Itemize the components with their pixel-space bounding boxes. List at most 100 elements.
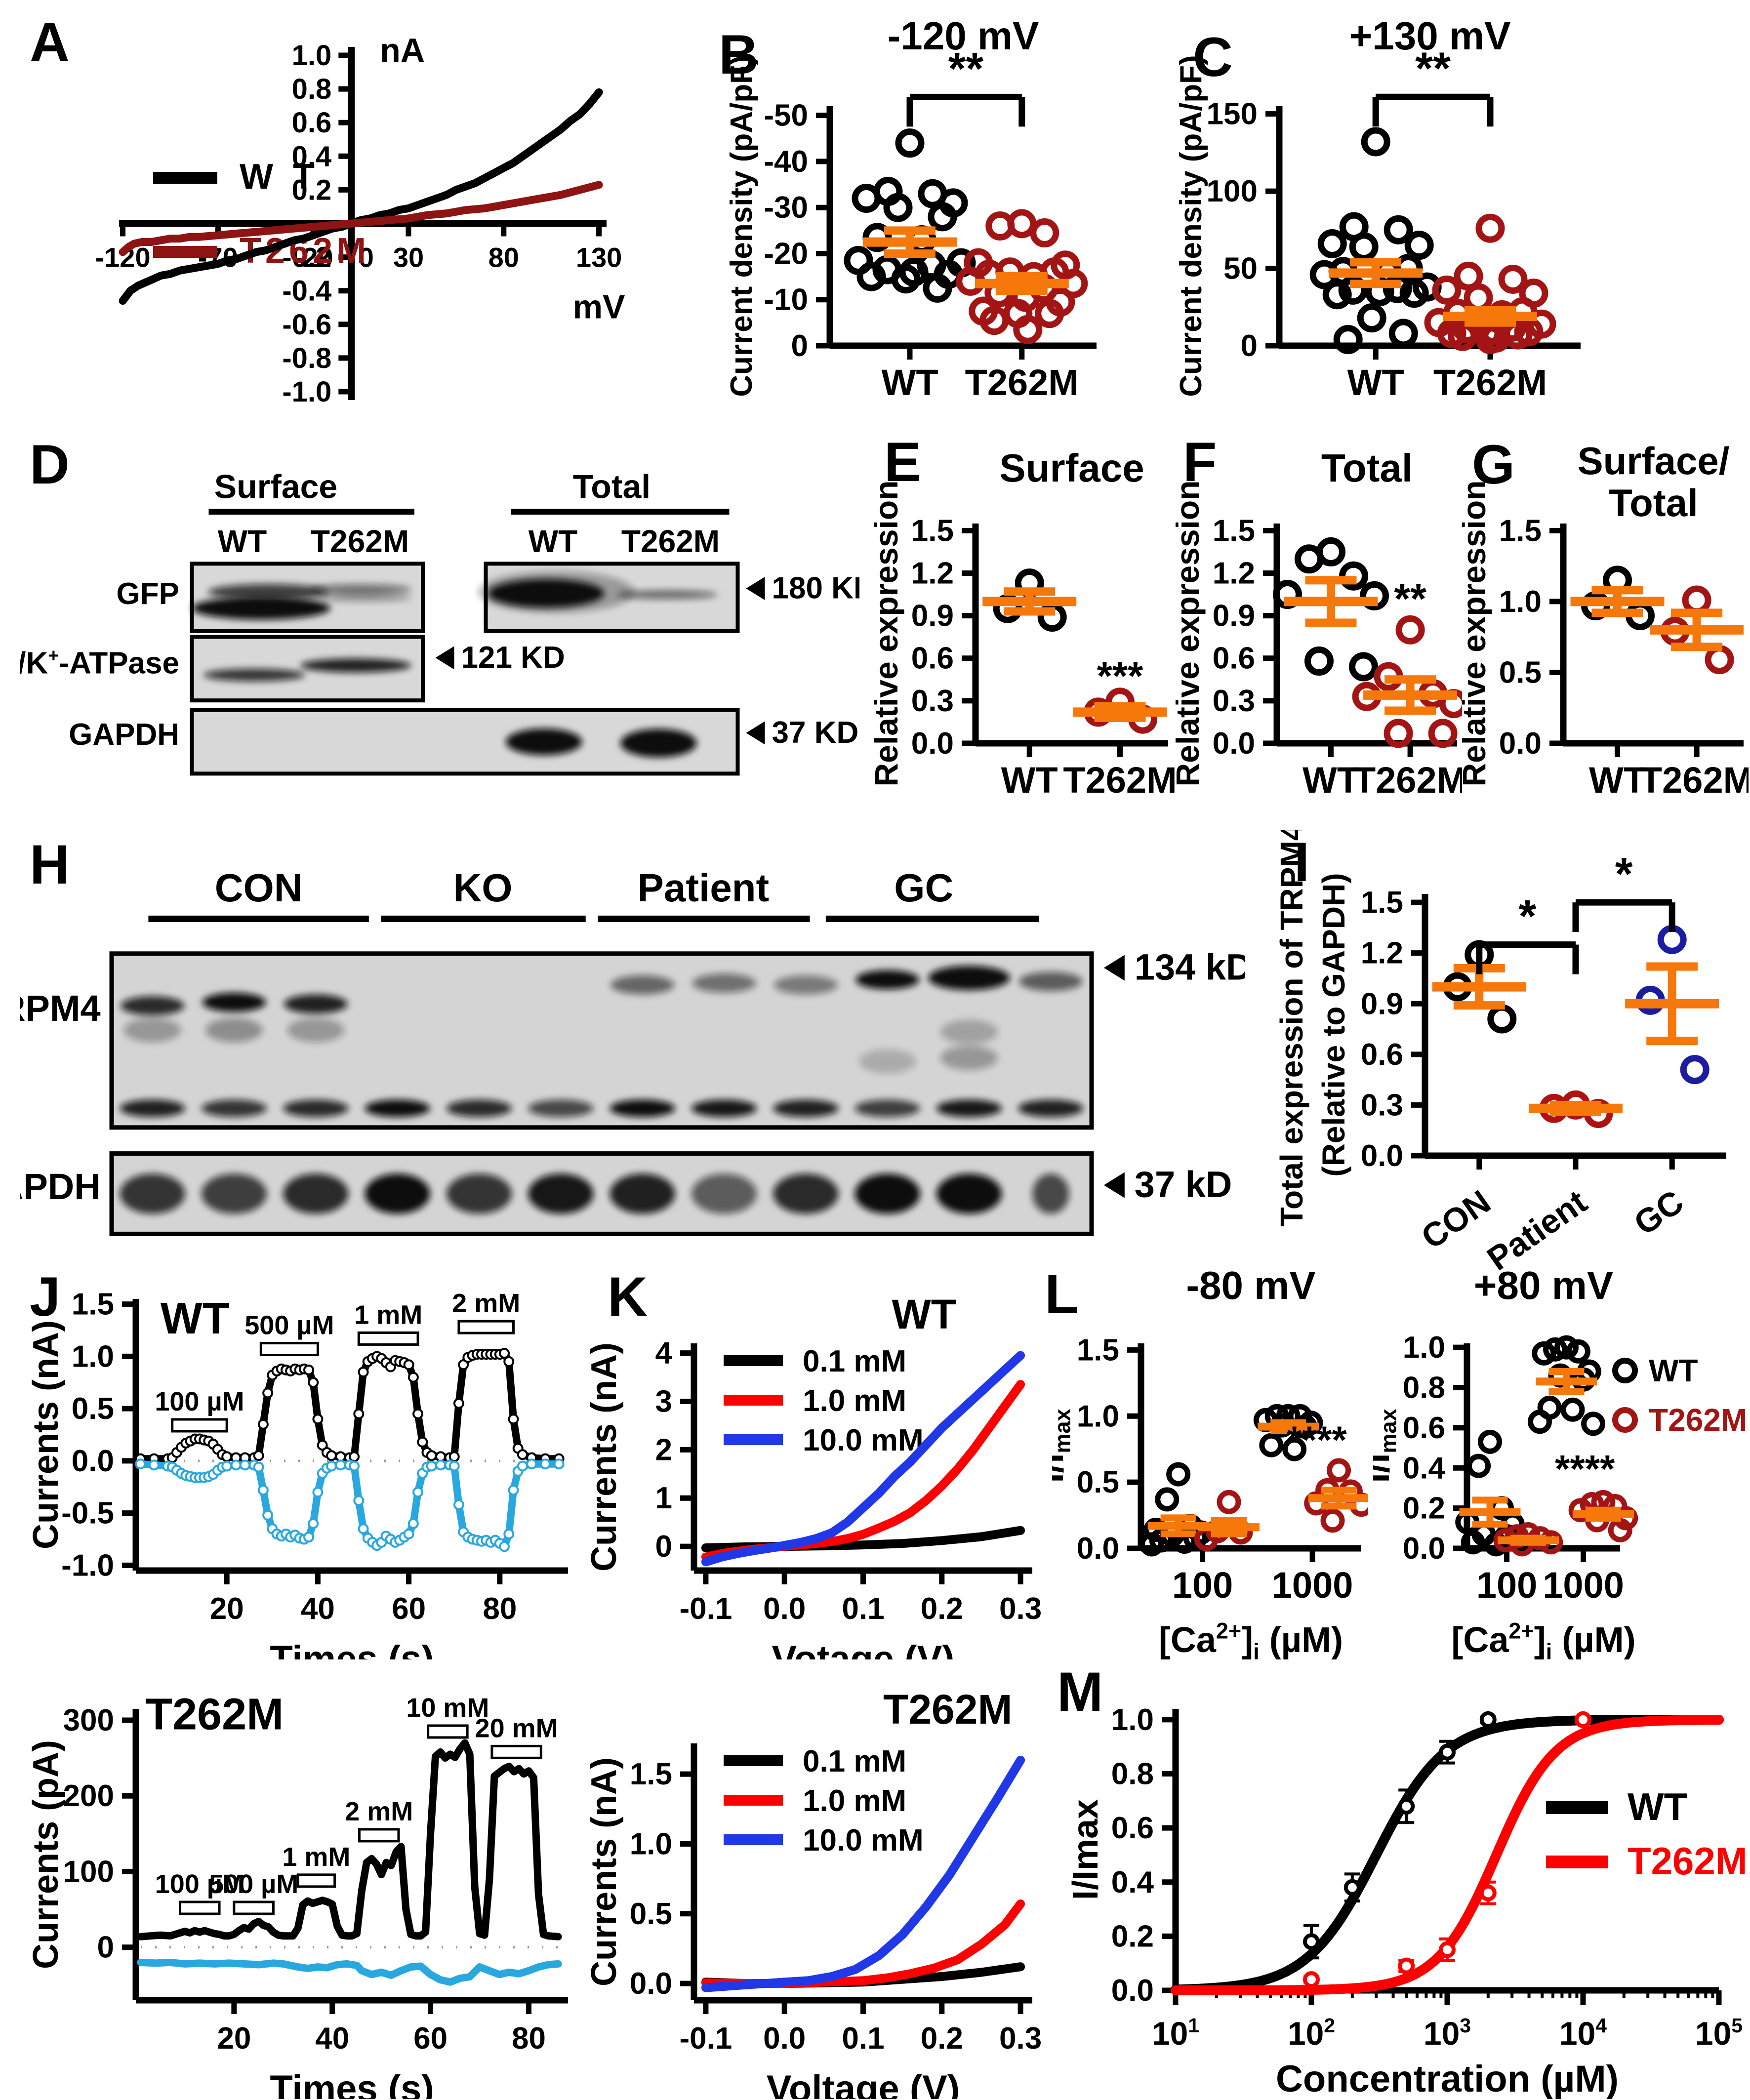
- svg-text:TRPM4: TRPM4: [20, 988, 101, 1029]
- svg-text:0.2: 0.2: [292, 174, 332, 206]
- svg-text:500 µM: 500 µM: [209, 1869, 298, 1899]
- svg-text:100: 100: [63, 1855, 114, 1889]
- svg-text:121 KD: 121 KD: [461, 641, 565, 675]
- panel-l-letter: L: [1045, 1263, 1079, 1325]
- panel-f-letter: F: [1183, 431, 1217, 493]
- panel-b: B 0 -10 -20 -30 -40 -50 Current density (pA/pF…: [706, 12, 1116, 430]
- svg-text:100: 100: [1172, 1565, 1233, 1606]
- panel-d: D Surface Total WT T262M WT T262M GFP 180 KD Na+…: [20, 435, 859, 820]
- panel-e-letter: E: [884, 431, 921, 493]
- panel-h-western-blot: CON KO Patient GC TRPM4 134 kD GAPDH 37 kD: [20, 866, 1245, 1236]
- svg-text:0.6: 0.6: [1361, 1038, 1403, 1072]
- svg-text:0.0: 0.0: [1111, 1974, 1154, 2008]
- svg-text:1000: 1000: [1543, 1565, 1624, 1606]
- svg-text:30: 30: [393, 242, 424, 273]
- svg-text:****: ****: [1287, 1418, 1347, 1461]
- svg-text:T262M: T262M: [1640, 760, 1749, 801]
- svg-text:1.0: 1.0: [630, 1827, 672, 1861]
- panel-e: E 0.0 0.3 0.6 0.9 1.2 1.5 Relative expression W…: [869, 435, 1176, 830]
- svg-text:WT: WT: [161, 1294, 230, 1343]
- svg-text:T262M: T262M: [1063, 760, 1176, 801]
- svg-text:T262M: T262M: [621, 524, 720, 559]
- svg-text:0.2: 0.2: [1403, 1492, 1445, 1526]
- svg-text:0.0: 0.0: [911, 727, 954, 761]
- svg-text:1.0: 1.0: [72, 1339, 114, 1373]
- panel-j-t262m: 0 100 200 300 Currents (pA) 20 40 60 80 Times (s)…: [20, 1659, 578, 2099]
- svg-text:1.5: 1.5: [1213, 514, 1255, 548]
- svg-text:0.3: 0.3: [999, 1592, 1042, 1626]
- svg-text:2 mM: 2 mM: [345, 1797, 413, 1826]
- svg-text:T262M: T262M: [1649, 1402, 1747, 1438]
- svg-text:I/Imax: I/Imax: [1066, 1799, 1105, 1900]
- svg-text:T262M: T262M: [1628, 1839, 1748, 1883]
- svg-text:0.0: 0.0: [630, 1967, 672, 2001]
- svg-text:mV: mV: [573, 288, 625, 326]
- svg-text:GAPDH: GAPDH: [20, 1166, 101, 1207]
- svg-text:0.2: 0.2: [921, 1592, 963, 1626]
- svg-text:1.0: 1.0: [1111, 1703, 1154, 1737]
- svg-text:-30: -30: [764, 191, 808, 225]
- svg-text:Currents (pA): Currents (pA): [26, 1740, 66, 1969]
- svg-text:Surface: Surface: [214, 468, 337, 506]
- svg-text:1 mM: 1 mM: [354, 1300, 422, 1330]
- svg-text:0.0: 0.0: [1403, 1532, 1445, 1566]
- svg-text:-0.1: -0.1: [679, 1592, 732, 1626]
- svg-text:100 µM: 100 µM: [155, 1387, 244, 1416]
- svg-text:0: 0: [1241, 329, 1258, 363]
- svg-text:1.2: 1.2: [1213, 556, 1255, 590]
- svg-text:*: *: [1615, 849, 1633, 899]
- panel-f: F 0.0 0.3 0.6 0.9 1.2 1.5 Relative expression W…: [1176, 435, 1462, 830]
- panel-c-letter: C: [1193, 26, 1233, 88]
- svg-text:60: 60: [392, 1592, 426, 1626]
- svg-text:0.0: 0.0: [763, 1592, 806, 1626]
- panel-h-letter: H: [30, 834, 70, 895]
- svg-text:2: 2: [655, 1433, 672, 1467]
- svg-text:3: 3: [655, 1384, 672, 1418]
- svg-text:0: 0: [97, 1931, 114, 1965]
- panel-a-letter: A: [30, 11, 70, 73]
- svg-text:**: **: [1394, 575, 1426, 622]
- svg-text:1.0: 1.0: [1499, 585, 1542, 619]
- panel-i: I 0.0 0.3 0.6 0.9 1.2 1.5 Total expression of …: [1262, 830, 1746, 1274]
- svg-text:T262M: T262M: [1433, 362, 1547, 403]
- svg-text:0.0: 0.0: [763, 2021, 806, 2056]
- svg-text:WT: WT: [1649, 1353, 1698, 1388]
- svg-text:-120 mV: -120 mV: [888, 14, 1039, 58]
- svg-text:0.0: 0.0: [1213, 727, 1255, 761]
- svg-text:1.2: 1.2: [1361, 936, 1403, 970]
- svg-text:I/Imax: I/Imax: [1373, 1409, 1401, 1483]
- svg-text:1.0: 1.0: [1403, 1331, 1445, 1365]
- svg-text:100: 100: [1207, 174, 1258, 208]
- svg-text:Patient: Patient: [637, 866, 769, 910]
- svg-text:0: 0: [359, 242, 374, 273]
- svg-text:0.5: 0.5: [72, 1392, 114, 1426]
- svg-text:150: 150: [1207, 97, 1258, 131]
- svg-text:0.2: 0.2: [921, 2021, 963, 2056]
- svg-text:104: 104: [1559, 2014, 1607, 2052]
- svg-text:0.9: 0.9: [1213, 599, 1255, 633]
- panel-j-letter: J: [30, 1266, 61, 1328]
- panel-k-wt-iv-chart: 0 1 2 3 4 Currents (nA) -0.1 0.0 0.1 0.2 0.3 Votage…: [588, 1291, 1042, 1659]
- svg-text:(Relative to GAPDH): (Relative to GAPDH): [1316, 873, 1351, 1176]
- svg-text:0.0: 0.0: [72, 1444, 114, 1478]
- svg-text:0.3: 0.3: [1361, 1088, 1403, 1122]
- svg-text:2 mM: 2 mM: [452, 1289, 520, 1318]
- svg-text:0.9: 0.9: [911, 599, 954, 633]
- svg-text:nA: nA: [380, 32, 425, 69]
- svg-text:-50: -50: [764, 99, 808, 133]
- svg-text:0.0: 0.0: [1499, 727, 1542, 761]
- svg-text:40: 40: [315, 2021, 349, 2056]
- svg-text:180 KD: 180 KD: [772, 571, 860, 606]
- panel-d-letter: D: [30, 434, 70, 495]
- svg-text:-0.2: -0.2: [282, 242, 331, 274]
- panel-l-pos80-scatter-chart: 0.0 0.2 0.4 0.6 0.8 1.0 I/Imax 100 1000 [Ca2+]i (…: [1373, 1269, 1747, 1664]
- svg-text:80: 80: [512, 2021, 546, 2056]
- svg-text:1.5: 1.5: [1077, 1333, 1119, 1367]
- panel-g-letter: G: [1472, 434, 1515, 495]
- svg-text:-1.0: -1.0: [282, 376, 331, 408]
- panel-m-dose-response-chart: 0.0 0.2 0.4 0.6 0.8 1.0 I/Imax 101 102 103 104 105 C…: [1066, 1703, 1748, 2099]
